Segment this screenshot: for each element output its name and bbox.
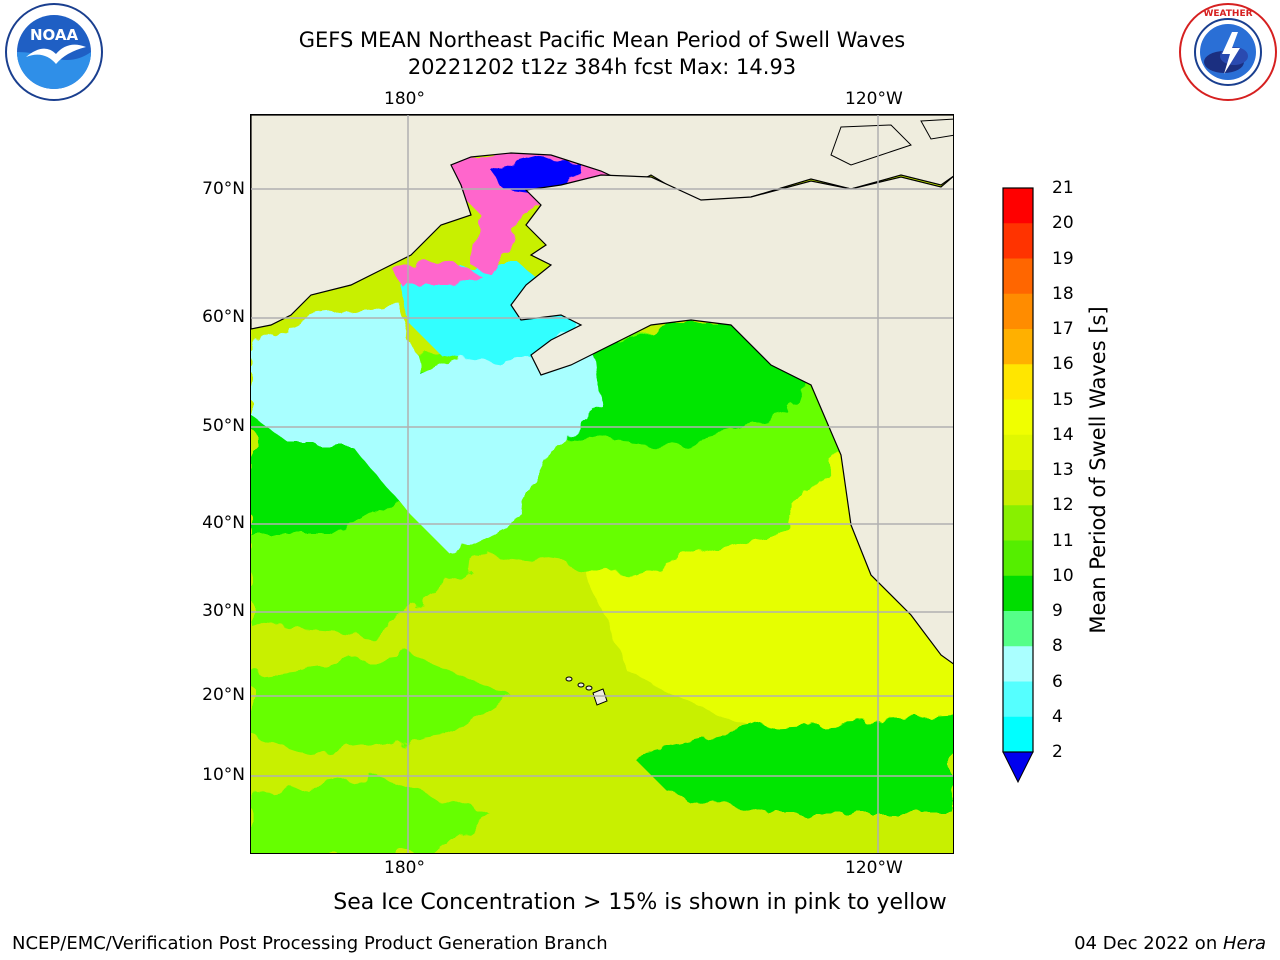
colorbar-extend-arrow [1002, 751, 1034, 784]
colorbar-tick-label: 6 [1052, 671, 1063, 692]
colorbar-cell [1003, 434, 1033, 471]
colorbar-frame [1002, 187, 1034, 753]
colorbar-cell [1003, 505, 1033, 541]
colorbar-tick-label: 2 [1052, 742, 1063, 762]
colorbar-cell [1003, 293, 1033, 330]
hawaii-islands [565, 676, 608, 706]
colorbar-cell [1003, 575, 1033, 612]
colorbar-label: Mean Period of Swell Waves [s] [1086, 306, 1110, 634]
colorbar-tick-label: 21 [1052, 178, 1074, 198]
map-panel [250, 114, 954, 854]
plot-title: GEFS MEAN Northeast Pacific Mean Period … [298, 28, 906, 52]
nws-logo: WEATHER [1178, 2, 1278, 106]
colorbar-tick-label: 15 [1052, 389, 1074, 410]
lat-label-40n: 40°N [202, 513, 245, 533]
land-arctic-island [920, 118, 953, 140]
colorbar-cell [1003, 364, 1033, 400]
colorbar-cell [1003, 223, 1033, 259]
lat-label-70n: 70°N [202, 179, 245, 199]
lat-label-60n: 60°N [202, 307, 245, 327]
footer-date: 04 Dec 2022 on Hera [1074, 933, 1266, 954]
colorbar [1002, 187, 1034, 784]
lat-label-10n: 10°N [202, 765, 245, 785]
noaa-logo: NOAA [4, 2, 104, 106]
footer-date-text: 04 Dec 2022 on [1074, 933, 1223, 954]
sea-ice [391, 147, 621, 285]
colorbar-tick-label: 20 [1052, 213, 1074, 234]
swell-period-map [251, 115, 953, 853]
svg-text:WEATHER: WEATHER [1203, 9, 1252, 19]
colorbar-cell [1003, 646, 1033, 682]
colorbar-tick-label: 9 [1052, 601, 1063, 621]
land-arctic-island [830, 124, 912, 166]
colorbar-tick-label: 16 [1052, 354, 1074, 375]
colorbar-tick-label: 19 [1052, 248, 1074, 269]
colorbar-tick-label: 17 [1052, 319, 1074, 339]
footer-credit: NCEP/EMC/Verification Post Processing Pr… [12, 933, 608, 954]
colorbar-tick-label: 14 [1052, 424, 1074, 445]
gridlines [251, 115, 953, 853]
lon-label-bottom-120w: 120°W [845, 858, 903, 878]
colorbar-tick-label: 13 [1052, 460, 1074, 480]
colorbar-cell [1003, 258, 1033, 295]
colorbar-tick-label: 8 [1052, 636, 1063, 657]
colorbar-cell [1003, 716, 1033, 753]
noaa-logo-text: NOAA [30, 26, 79, 44]
lat-label-30n: 30°N [202, 601, 245, 621]
colorbar-tick-label: 4 [1052, 706, 1063, 727]
colorbar-tick-label: 10 [1052, 565, 1074, 586]
footer-host: Hera [1222, 933, 1266, 954]
plot-subtitle: 20221202 t12z 384h fcst Max: 14.93 [407, 55, 797, 79]
colorbar-tick-label: 18 [1052, 283, 1074, 304]
colorbar-cell [1003, 540, 1033, 577]
lon-label-bottom-180: 180° [384, 858, 425, 878]
sea-ice-caption: Sea Ice Concentration > 15% is shown in … [333, 890, 947, 915]
colorbar-cell [1003, 399, 1033, 436]
lat-label-50n: 50°N [202, 416, 245, 436]
colorbar-cell [1003, 681, 1033, 718]
colorbar-tick-label: 11 [1052, 530, 1074, 551]
lon-label-top-120w: 120°W [845, 89, 903, 109]
colorbar-tick-label: 12 [1052, 495, 1074, 516]
lon-label-top-180: 180° [384, 89, 425, 109]
land-siberia [251, 115, 953, 330]
colorbar-cell [1003, 188, 1033, 224]
colorbar-cell [1003, 470, 1033, 506]
swell-field [251, 265, 953, 853]
colorbar-cell [1003, 611, 1033, 647]
lat-label-20n: 20°N [202, 685, 245, 705]
colorbar-cell [1003, 329, 1033, 365]
